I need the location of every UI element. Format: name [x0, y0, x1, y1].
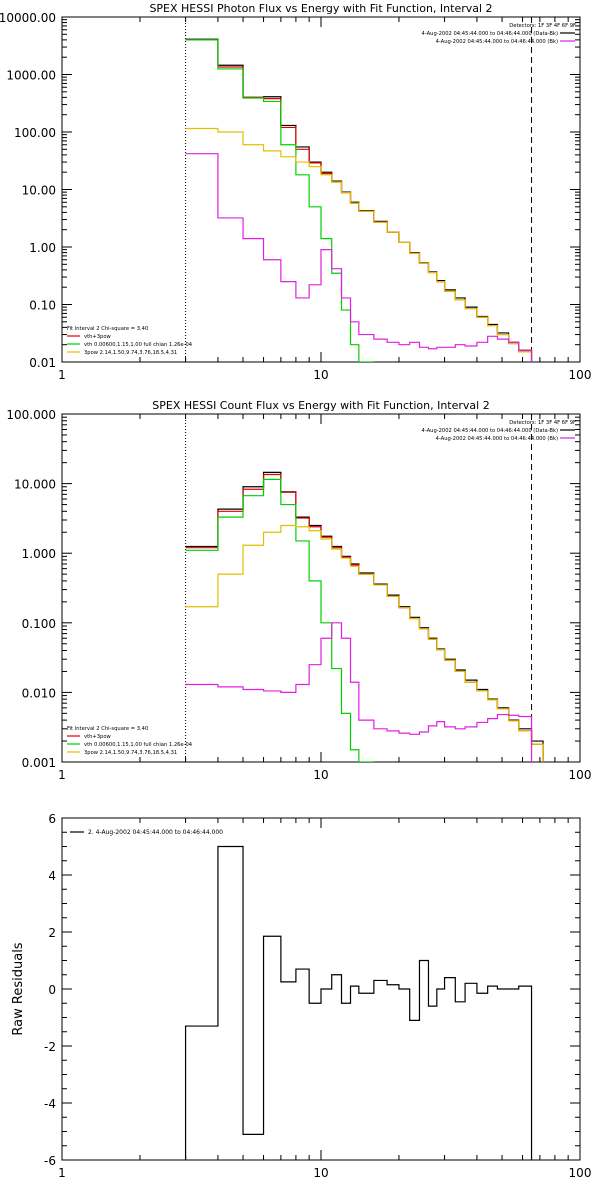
- legend-bottom-text: 3pow 2.14,1.50,9.74,3.76,18.5,4.31: [84, 750, 177, 756]
- x-tick-label: 1: [58, 368, 66, 382]
- legend-top-text: 4-Aug-2002 04:45:44.000 to 04:46:44.000 …: [436, 39, 558, 45]
- legend-top-text: Detectors: 1F 3F 4F 6F 9F: [509, 420, 576, 426]
- series-line-3: [185, 127, 533, 362]
- legend-bottom-text: vth+3pow: [84, 734, 112, 740]
- legend-top-text: 2. 4-Aug-2002 04:45:44.000 to 04:46:44.0…: [88, 829, 223, 836]
- series-line-3: [185, 524, 544, 762]
- series-line-2: [185, 478, 374, 762]
- y-tick-label: 0.10: [29, 299, 56, 313]
- legend-bottom-text: Fit Interval 2 Chi-square = 3.40: [67, 326, 148, 332]
- y-tick-label: 100.00: [14, 126, 56, 140]
- y-tick-label: -6: [44, 1154, 56, 1168]
- series-line-0: [185, 38, 533, 362]
- y-tick-label: 1000.00: [6, 69, 56, 83]
- series-line-0: [184, 845, 533, 1160]
- y-tick-label: 6: [48, 812, 56, 826]
- count-flux-plot: SPEX HESSI Count Flux vs Energy with Fit…: [6, 399, 591, 782]
- series-group: [185, 471, 544, 762]
- x-tick-label: 1: [58, 1166, 66, 1180]
- series-line-2: [185, 39, 374, 362]
- legend-bottom-text: vth 0.00600,1.15,1.00 full chian 1.26e-0…: [84, 342, 193, 348]
- x-tick-label: 100: [569, 1166, 592, 1180]
- plot-frame: [61, 16, 581, 363]
- y-tick-label: 4: [48, 869, 56, 883]
- residuals-plot: Raw Residuals 1 10 100 6 4 2 0 -2 -4 -6 2. 4-Aug-20…: [11, 812, 591, 1180]
- y-tick-label: 0.010: [22, 686, 56, 700]
- y-tick-label: 10.00: [22, 184, 56, 198]
- x-tick-label: 100: [569, 768, 592, 782]
- x-tick-label: 1: [58, 768, 66, 782]
- y-axis-label: Raw Residuals: [11, 942, 26, 1035]
- legend-bottom-text: vth 0.00600,1.15,1.00 full chian 1.26e-0…: [84, 742, 193, 748]
- y-tick-label: 1.00: [29, 241, 56, 255]
- y-tick-label: 0.01: [29, 356, 56, 370]
- y-tick-label: 0.001: [22, 756, 56, 770]
- legend-top-text: Detectors: 1F 3F 4F 6F 9F: [509, 23, 576, 29]
- y-tick-label: 0.100: [22, 617, 56, 631]
- legend-top-text: 4-Aug-2002 04:45:44.000 to 04:46:44.000 …: [422, 428, 558, 434]
- x-tick-label: 10: [313, 368, 328, 382]
- chart-title: SPEX HESSI Photon Flux vs Energy with Fi…: [149, 2, 492, 15]
- series-line-4: [185, 622, 533, 762]
- y-tick-label: -4: [44, 1097, 56, 1111]
- y-tick-label: 10.000: [14, 478, 56, 492]
- series-line-4: [185, 153, 533, 362]
- legend-top-text: 4-Aug-2002 04:45:44.000 to 04:46:44.000 …: [436, 436, 558, 442]
- legend-bottom-text: 3pow 2.14,1.50,9.74,3.76,18.5,4.31: [84, 350, 177, 356]
- series-line-1: [185, 39, 533, 362]
- series-group: [185, 38, 533, 362]
- photon-flux-plot: SPEX HESSI Photon Flux vs Energy with Fi…: [0, 2, 591, 382]
- y-tick-label: 100.000: [6, 408, 56, 422]
- legend-bottom-text: Fit Interval 2 Chi-square = 3.40: [67, 726, 148, 732]
- x-tick-label: 100: [569, 368, 592, 382]
- legend-top-text: 4-Aug-2002 04:45:44.000 to 04:46:44.000 …: [422, 31, 558, 37]
- series-group: [184, 845, 533, 1160]
- chart-title: SPEX HESSI Count Flux vs Energy with Fit…: [152, 399, 489, 412]
- x-tick-label: 10: [313, 1166, 328, 1180]
- y-tick-label: 10000.00: [0, 11, 56, 25]
- y-tick-label: 2: [48, 926, 56, 940]
- y-tick-label: -2: [44, 1040, 56, 1054]
- legend-bottom-text: vth+3pow: [84, 334, 112, 340]
- y-tick-label: 0: [48, 983, 56, 997]
- x-tick-label: 10: [313, 768, 328, 782]
- y-tick-label: 1.000: [22, 547, 56, 561]
